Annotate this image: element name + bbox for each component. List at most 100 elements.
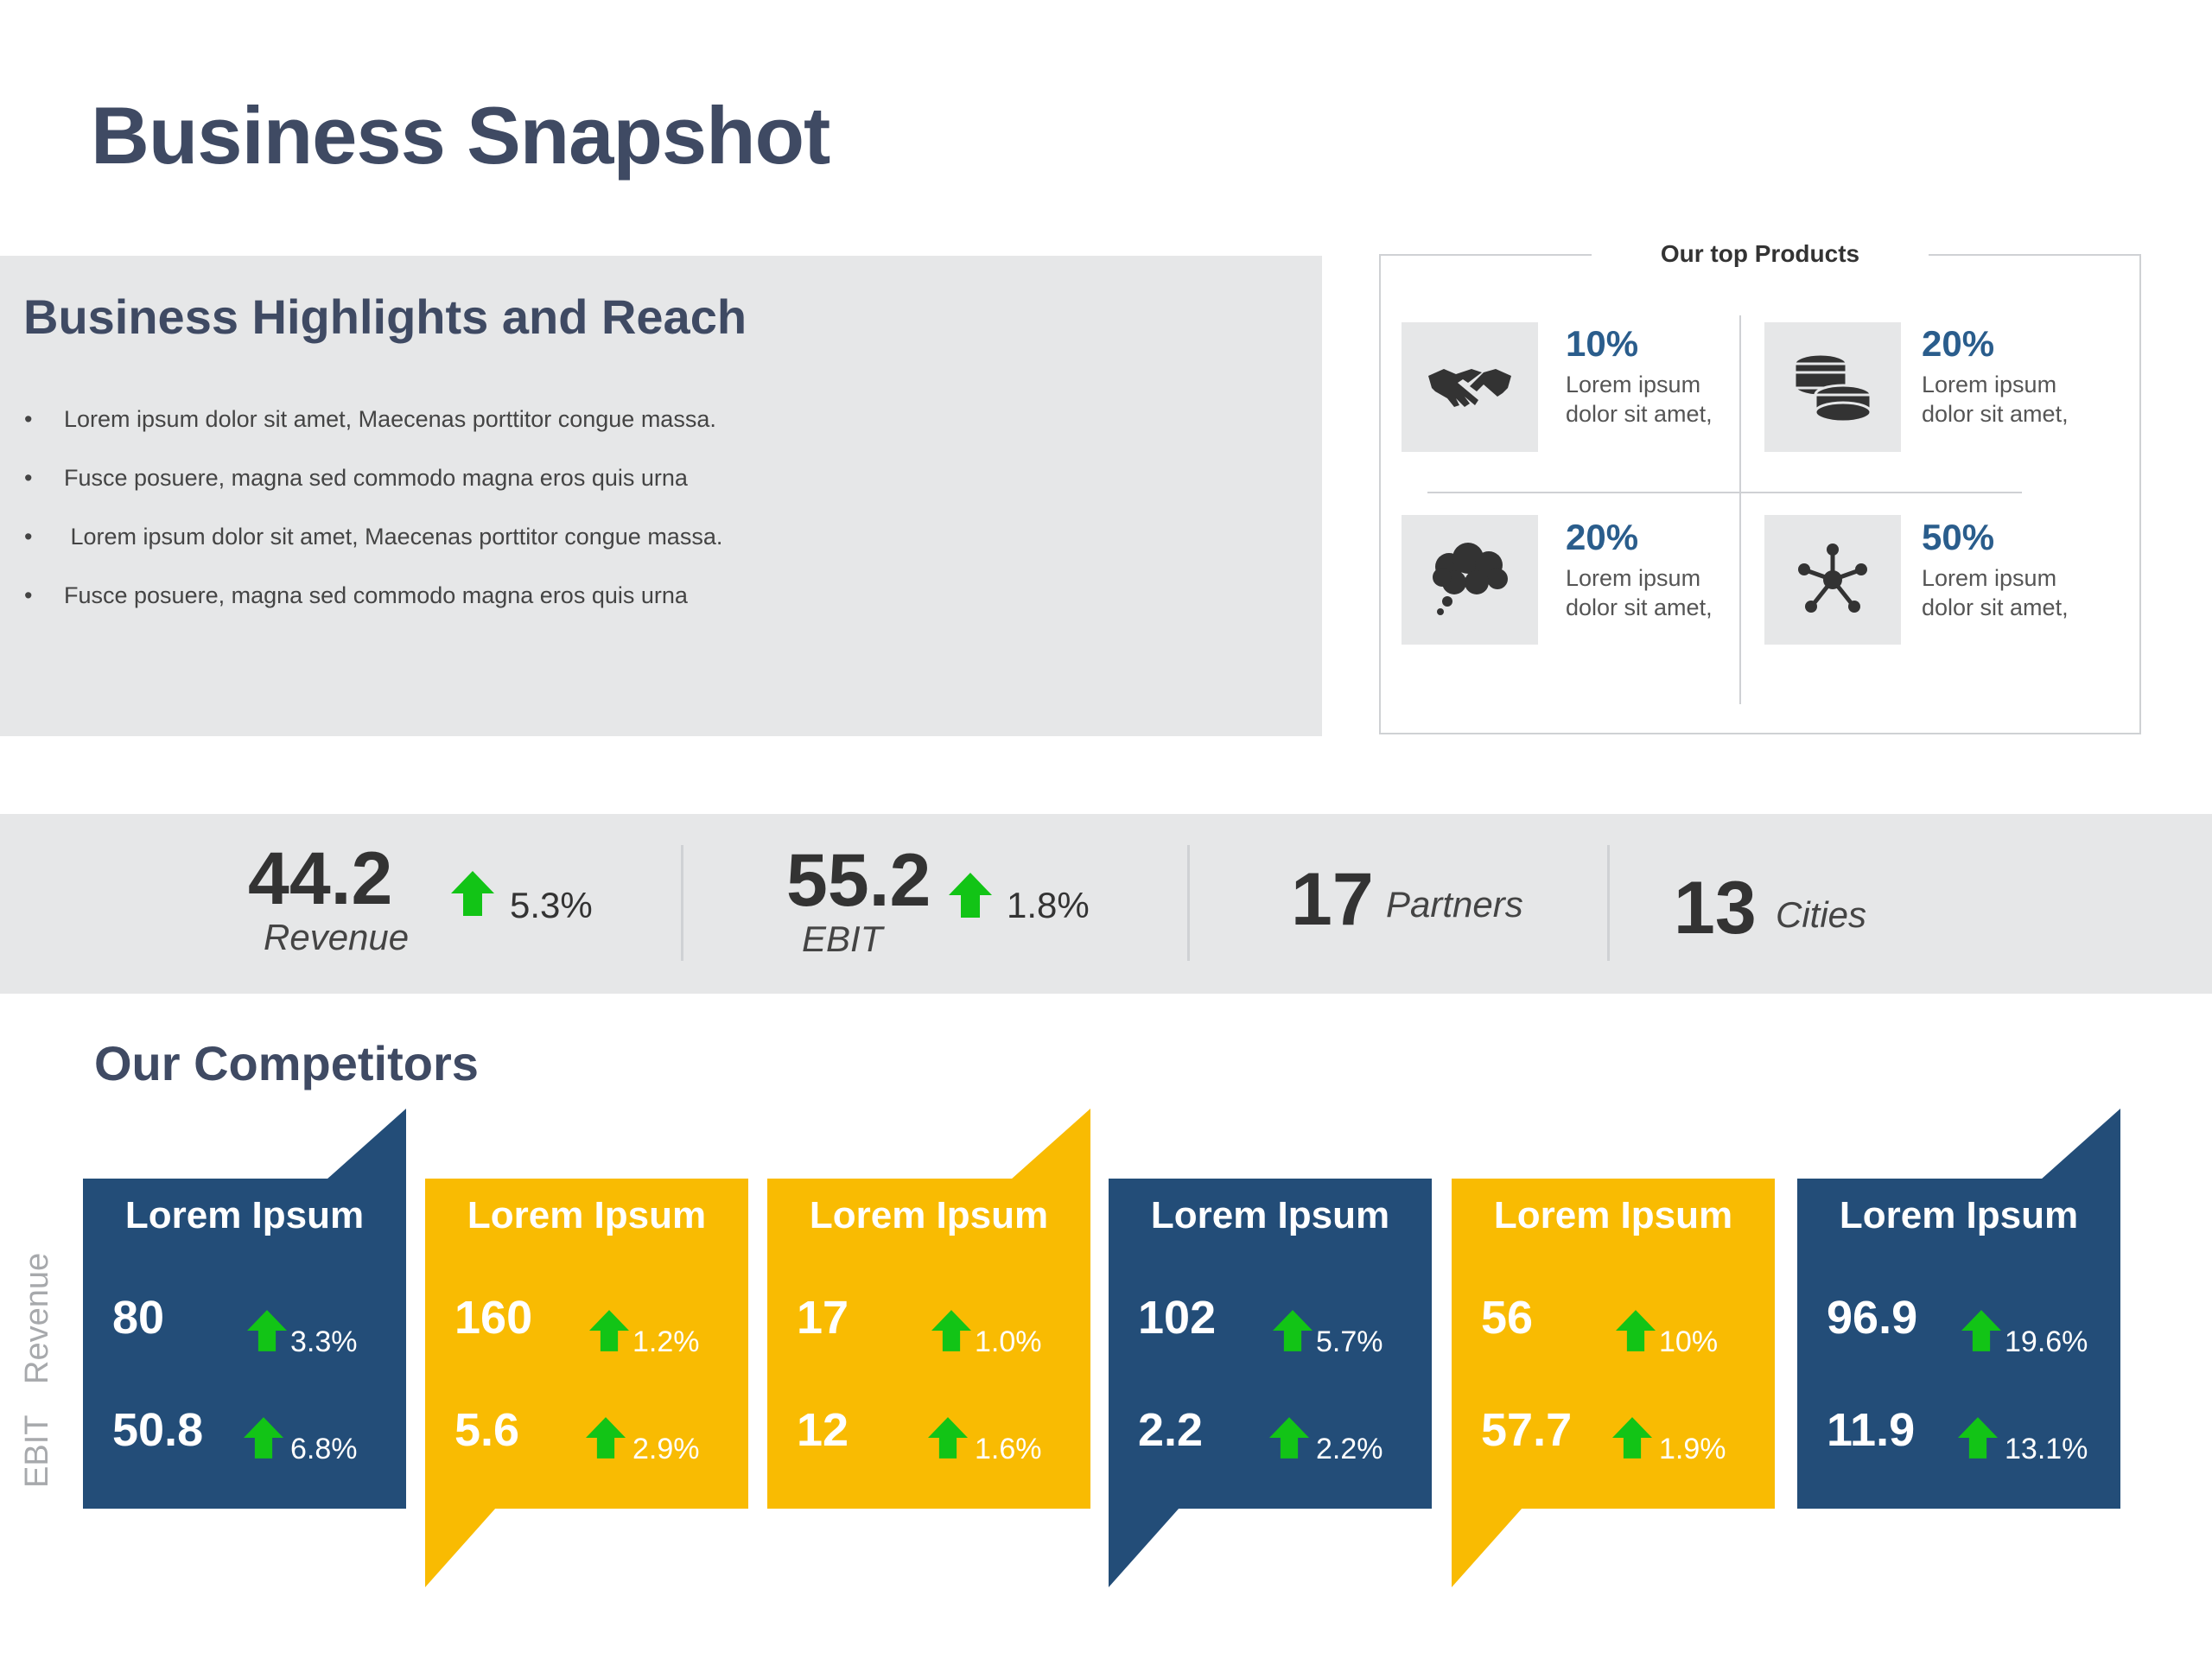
competitor-card: Lorem Ipsum 17 1.0% 12 1.6% [767,1179,1090,1509]
product-icon-tile [1402,515,1538,645]
divider [1607,845,1610,961]
ebit-value: 55.2 [786,839,931,922]
handshake-icon [1428,369,1511,407]
competitor-revenue: 160 [454,1292,533,1344]
up-arrow-icon [451,871,494,916]
up-arrow-icon [1273,1310,1313,1351]
up-arrow-icon [949,873,992,918]
bullet-icon: • [24,406,33,432]
product-share: 20% [1566,517,1639,557]
competitor-revenue-change: 5.7% [1316,1325,1383,1358]
competitor-ebit: 12 [797,1404,849,1456]
highlight-text: Fusce posuere, magna sed commodo magna e… [64,582,688,608]
up-arrow-icon [247,1310,287,1351]
product-description: Lorem ipsum dolor sit amet, [1922,565,2069,620]
partners-value: 17 [1291,858,1374,941]
coins-icon [1793,353,1872,423]
revenue-axis-label: Revenue [19,1252,55,1384]
competitor-ebit-change: 1.6% [975,1433,1042,1465]
highlight-text: Lorem ipsum dolor sit amet, Maecenas por… [64,406,716,432]
competitor-revenue-change: 3.3% [290,1325,358,1358]
product-description: Lorem ipsum dolor sit amet, [1566,565,1713,620]
competitor-revenue: 17 [797,1292,849,1344]
highlight-item: • Fusce posuere, magna sed commodo magna … [24,465,722,524]
competitor-ebit-change: 13.1% [2005,1433,2088,1465]
highlights-panel [0,256,1322,736]
divider [1187,845,1190,961]
competitor-revenue: 96.9 [1827,1292,1918,1344]
card-flag [1011,1109,1090,1179]
competitor-card: Lorem Ipsum 96.9 19.6% 11.9 13.1% [1797,1179,2120,1509]
competitor-ebit: 11.9 [1827,1404,1916,1456]
thought-cloud-icon [1433,543,1508,615]
card-flag [327,1109,406,1179]
network-icon [1798,543,1867,613]
product-share: 20% [1922,323,1995,364]
card-flag [1109,1508,1179,1587]
up-arrow-icon [1616,1310,1656,1351]
divider [681,845,683,961]
up-arrow-icon [1612,1417,1652,1459]
product-description: Lorem ipsum dolor sit amet, [1566,372,1713,427]
up-arrow-icon [1958,1417,1998,1459]
competitor-name: Lorem Ipsum [1150,1194,1390,1236]
competitor-revenue: 56 [1481,1292,1534,1344]
partners-label: Partners [1386,884,1523,925]
competitor-card: Lorem Ipsum 102 5.7% 2.2 2.2% [1109,1179,1432,1509]
competitors-title: Our Competitors [94,1036,479,1090]
highlight-item: • Lorem ipsum dolor sit amet, Maecenas po… [24,406,722,465]
competitor-name: Lorem Ipsum [809,1194,1049,1236]
ebit-axis-label: EBIT [19,1414,55,1488]
card-flag [425,1508,496,1587]
product-icon-tile [1764,515,1901,645]
competitor-card: Lorem Ipsum 160 1.2% 5.6 2.9% [425,1179,748,1509]
competitor-revenue-change: 1.0% [975,1325,1042,1358]
bullet-icon: • [24,582,33,608]
kpi-band [0,814,2212,994]
competitor-card: Lorem Ipsum 56 10% 57.7 1.9% [1452,1179,1775,1509]
competitor-revenue-change: 1.2% [632,1325,700,1358]
competitor-ebit-change: 2.2% [1316,1433,1383,1465]
highlight-item: • Fusce posuere, magna sed commodo magna … [24,582,722,641]
competitor-revenue: 102 [1138,1292,1217,1344]
card-flag [1452,1508,1522,1587]
ebit-change: 1.8% [1007,885,1090,925]
top-products-title: Our top Products [1417,240,2103,268]
highlights-title: Business Highlights and Reach [23,289,747,344]
revenue-change: 5.3% [510,885,593,925]
competitor-revenue-change: 10% [1659,1325,1719,1358]
cities-label: Cities [1776,894,1867,935]
bullet-icon: • [24,524,33,550]
highlight-item: • Lorem ipsum dolor sit amet, Maecenas p… [24,524,722,582]
competitor-ebit: 57.7 [1481,1404,1573,1456]
product-icon-tile [1402,322,1538,452]
revenue-value: 44.2 [248,837,393,920]
divider [1739,315,1741,704]
product-description: Lorem ipsum dolor sit amet, [1922,372,2069,427]
up-arrow-icon [928,1417,968,1459]
revenue-label: Revenue [264,917,410,957]
divider [1427,492,2022,493]
highlight-text: Lorem ipsum dolor sit amet, Maecenas por… [64,524,723,550]
highlights-list: • Lorem ipsum dolor sit amet, Maecenas po… [24,406,722,641]
competitor-revenue: 80 [112,1292,165,1344]
competitor-name: Lorem Ipsum [124,1194,365,1236]
competitor-revenue-change: 19.6% [2005,1325,2088,1358]
page-title: Business Snapshot [91,90,830,181]
up-arrow-icon [931,1310,971,1351]
competitor-ebit: 5.6 [454,1404,520,1456]
bullet-icon: • [24,465,33,491]
competitor-name: Lorem Ipsum [1493,1194,1733,1236]
competitor-ebit-change: 2.9% [632,1433,700,1465]
competitor-name: Lorem Ipsum [467,1194,707,1236]
ebit-label: EBIT [802,918,883,959]
axis-labels: Revenue EBIT [19,1244,62,1495]
up-arrow-icon [586,1417,626,1459]
up-arrow-icon [589,1310,629,1351]
highlight-text: Fusce posuere, magna sed commodo magna e… [64,465,688,491]
top-products-title-text: Our top Products [1591,240,1929,267]
competitor-ebit-change: 1.9% [1659,1433,1726,1465]
competitor-ebit-change: 6.8% [290,1433,358,1465]
up-arrow-icon [1269,1417,1309,1459]
competitor-ebit: 50.8 [112,1404,204,1456]
